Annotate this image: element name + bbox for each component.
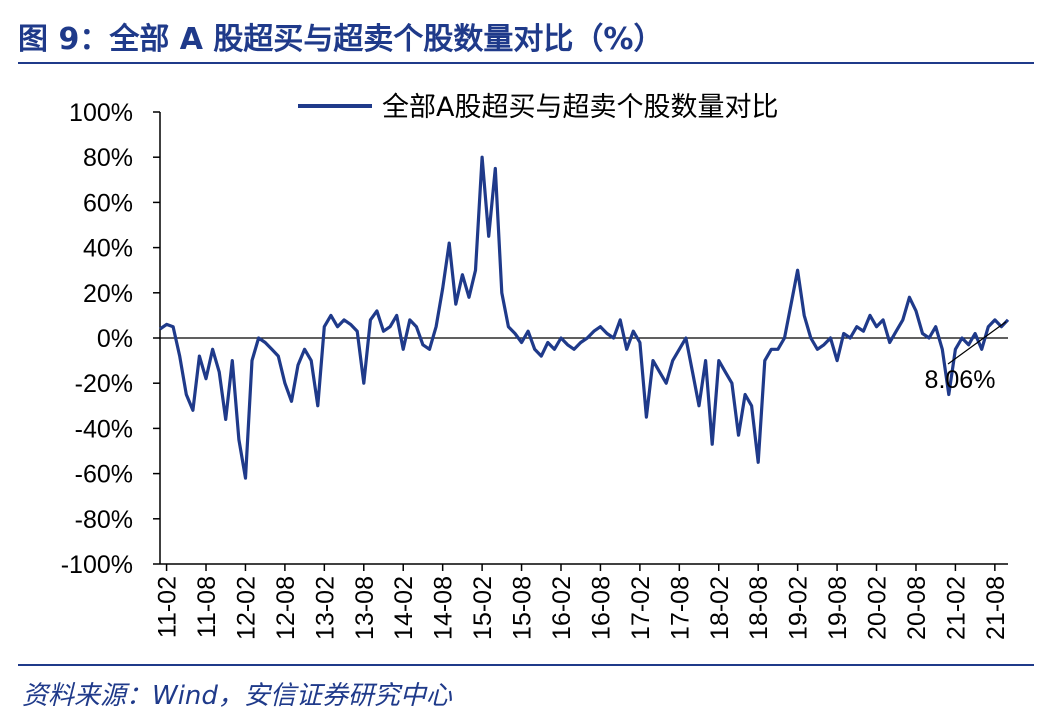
y-tick-label: -100% [61, 551, 133, 579]
x-tick-label: 17-08 [666, 576, 694, 640]
x-tick-label: 19-08 [824, 576, 852, 640]
x-tick-label: 18-02 [706, 576, 734, 640]
x-tick-label: 20-02 [864, 576, 892, 640]
x-tick-label: 14-08 [430, 576, 458, 640]
y-tick-label: 60% [83, 189, 133, 217]
x-tick-label: 14-02 [390, 576, 418, 640]
x-tick-label: 12-02 [232, 576, 260, 640]
title-divider [18, 62, 1034, 64]
x-tick-label: 20-08 [903, 576, 931, 640]
annotation-label: 8.06% [925, 366, 996, 394]
x-tick-label: 12-08 [272, 576, 300, 640]
x-tick-label: 16-08 [587, 576, 615, 640]
y-tick-label: -20% [75, 370, 133, 398]
series-line [159, 155, 1010, 480]
x-tick-label: 21-08 [982, 576, 1010, 640]
source-divider [18, 664, 1034, 666]
annotation-leader [947, 321, 1007, 365]
x-tick-label: 15-08 [509, 576, 537, 640]
x-tick-label: 21-02 [942, 576, 970, 640]
x-tick-label: 11-08 [193, 576, 221, 638]
x-tick-label: 11-02 [154, 576, 182, 638]
x-tick-label: 17-02 [627, 576, 655, 640]
x-tick-label: 13-02 [311, 576, 339, 640]
figure-title: 图 9：全部 A 股超买与超卖个股数量对比（%） [18, 22, 664, 57]
y-tick-label: -60% [75, 461, 133, 489]
y-tick-label: 100% [69, 99, 133, 127]
y-axis: 100% 80% 60% 40% 20% 0% -20% -40% -60% -80% -100% [61, 99, 1008, 579]
y-tick-label: 40% [83, 235, 133, 263]
plot-area: 8.06% [159, 155, 1010, 480]
legend-label: 全部A股超买与超卖个股数量对比 [382, 92, 778, 123]
x-axis: 11-02 11-08 12-02 12-08 13-02 13-08 14-02 14-08… [154, 563, 1010, 640]
y-tick-label: 80% [83, 144, 133, 172]
y-tick-label: -40% [75, 415, 133, 443]
x-tick-label: 19-02 [785, 576, 813, 640]
y-tick-label: -80% [75, 506, 133, 534]
y-tick-label: 0% [97, 325, 133, 353]
legend: 全部A股超买与超卖个股数量对比 [298, 92, 778, 123]
x-tick-label: 13-08 [351, 576, 379, 640]
source-note: 资料来源：Wind，安信证券研究中心 [22, 681, 452, 711]
x-tick-label: 16-02 [548, 576, 576, 640]
chart-area: 100%80%60%40%20%0%-20%-40%-60%-80%-100% … [61, 92, 1010, 640]
x-tick-label: 18-08 [745, 576, 773, 640]
y-tick-label: 20% [83, 280, 133, 308]
x-tick-label: 15-02 [469, 576, 497, 640]
